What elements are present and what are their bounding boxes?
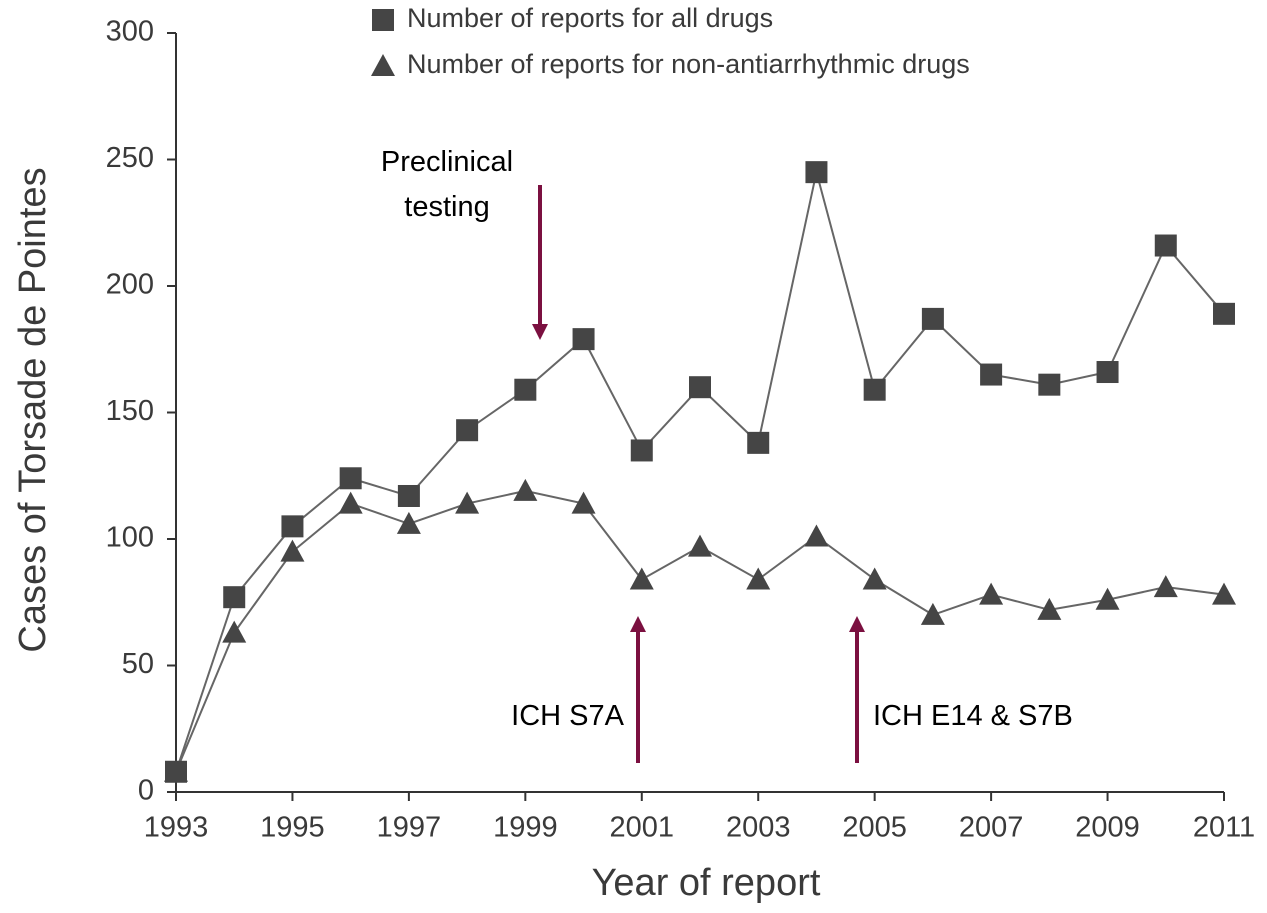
marker [921, 307, 944, 330]
marker [979, 582, 1004, 605]
marker [689, 376, 711, 399]
y-tick-label: 50 [122, 648, 154, 680]
marker [1153, 575, 1178, 598]
marker [1037, 597, 1062, 620]
x-tick-label: 1995 [260, 812, 325, 844]
y-axis-label: Cases of Torsade de Pointes [12, 167, 54, 652]
marker [280, 539, 305, 562]
marker [920, 602, 945, 625]
marker [805, 161, 828, 184]
y-tick-label: 0 [138, 775, 154, 807]
marker [688, 534, 712, 557]
marker [396, 511, 421, 534]
x-tick-label: 2005 [842, 812, 907, 844]
marker [1212, 582, 1236, 605]
y-tick-label: 100 [106, 522, 154, 554]
marker [222, 620, 247, 643]
y-tick-label: 150 [106, 395, 154, 427]
marker [1038, 373, 1061, 396]
legend-label: Number of reports for all drugs [407, 3, 773, 33]
x-tick-label: 2001 [610, 812, 675, 844]
marker [1095, 587, 1120, 610]
marker [514, 378, 537, 401]
x-tick-label: 1997 [377, 812, 442, 844]
x-tick-label: 1993 [144, 812, 209, 844]
y-tick-label: 200 [106, 269, 154, 301]
annotation: ICH E14 & S7B [873, 700, 1073, 732]
legend-marker [371, 54, 395, 76]
marker [629, 567, 654, 590]
annotation: Preclinical testing [380, 146, 514, 223]
marker [630, 439, 653, 462]
marker [747, 431, 770, 454]
marker [863, 378, 886, 401]
marker [572, 328, 595, 351]
marker [1154, 234, 1177, 257]
marker [397, 484, 420, 507]
marker [1213, 302, 1235, 325]
marker [980, 363, 1003, 386]
marker [746, 567, 771, 590]
marker [164, 759, 188, 782]
marker [1096, 361, 1119, 384]
marker [455, 491, 480, 514]
marker [223, 586, 246, 609]
marker [513, 478, 538, 501]
x-tick-label: 2009 [1075, 812, 1140, 844]
marker [339, 467, 362, 490]
legend-marker [372, 9, 394, 31]
x-tick-label: 2003 [726, 812, 791, 844]
annotation: ICH S7A [511, 700, 624, 732]
x-tick-label: 1999 [493, 812, 558, 844]
x-tick-label: 2007 [959, 812, 1024, 844]
marker [338, 491, 363, 514]
marker [571, 491, 596, 514]
y-tick-label: 250 [106, 142, 154, 174]
marker [862, 567, 887, 590]
marker [804, 524, 829, 547]
x-tick-label: 2011 [1193, 812, 1255, 844]
x-axis-label: Year of report [592, 862, 821, 904]
legend-label: Number of reports for non-antiarrhythmic… [407, 49, 970, 79]
series-line [175, 171, 1225, 773]
y-tick-label: 300 [106, 16, 154, 48]
marker [281, 515, 304, 538]
marker [456, 419, 479, 442]
